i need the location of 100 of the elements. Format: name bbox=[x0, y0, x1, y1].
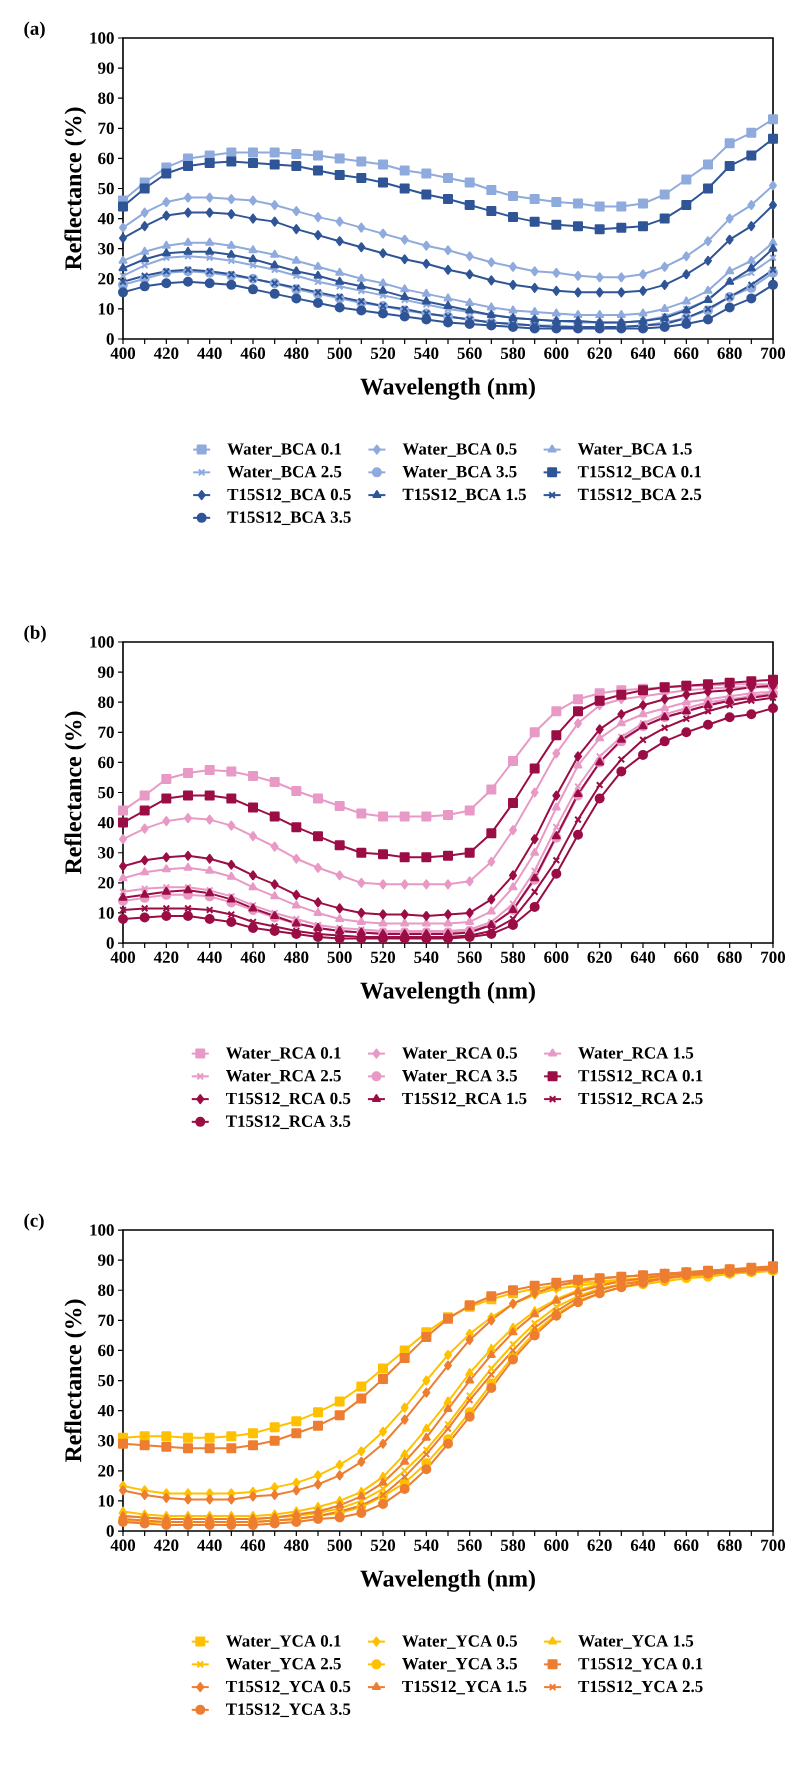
legend-label: Water_BCA 0.5 bbox=[402, 443, 517, 457]
chart-title: (c) bbox=[24, 1213, 44, 1231]
y-tick-label: 10 bbox=[98, 303, 114, 315]
y-tick-label: 100 bbox=[90, 1224, 114, 1236]
x-tick-label: 560 bbox=[457, 1539, 482, 1551]
x-tick-label: 420 bbox=[153, 347, 179, 359]
x-tick-label: 560 bbox=[457, 347, 482, 359]
legend-label: T15S12_YCA 1.5 bbox=[402, 1680, 527, 1695]
legend-label: T15S12_RCA 2.5 bbox=[578, 1092, 703, 1107]
x-tick-label: 540 bbox=[414, 1539, 439, 1551]
x-tick-label: 600 bbox=[544, 1539, 569, 1551]
legend-label: T15S12_RCA 0.5 bbox=[226, 1092, 351, 1107]
x-tick-label: 480 bbox=[283, 1539, 309, 1551]
legend-label: Water_BCA 3.5 bbox=[402, 465, 517, 480]
x-tick-label: 440 bbox=[197, 951, 222, 963]
x-tick-label: 520 bbox=[370, 1539, 396, 1551]
x-tick-label: 620 bbox=[587, 1539, 612, 1551]
y-tick-label: 90 bbox=[98, 62, 114, 74]
y-tick-label: 50 bbox=[98, 1374, 114, 1387]
x-axis-title: Wavelength (nm) bbox=[360, 1569, 535, 1592]
legend-label: T15S12_BCA 0.1 bbox=[577, 465, 701, 480]
x-tick-label: 680 bbox=[717, 347, 742, 359]
x-tick-label: 600 bbox=[544, 951, 569, 963]
y-tick-label: 20 bbox=[98, 273, 114, 285]
chart-title: (b) bbox=[24, 625, 46, 643]
y-tick-label: 20 bbox=[98, 1465, 114, 1477]
x-tick-label: 460 bbox=[240, 951, 266, 963]
legend-label: Water_BCA 2.5 bbox=[227, 465, 342, 480]
y-tick-label: 0 bbox=[106, 333, 114, 345]
legend-label: Water_BCA 0.1 bbox=[227, 443, 342, 457]
x-tick-label: 500 bbox=[327, 951, 352, 963]
y-tick-label: 60 bbox=[98, 152, 114, 165]
legend-label: Water_RCA 2.5 bbox=[226, 1070, 341, 1084]
x-tick-label: 540 bbox=[414, 951, 439, 963]
x-tick-label: 620 bbox=[587, 951, 612, 963]
legend-label: Water_RCA 3.5 bbox=[402, 1070, 517, 1084]
x-tick-label: 580 bbox=[500, 1539, 526, 1551]
x-tick-label: 420 bbox=[153, 951, 179, 963]
x-tick-label: 480 bbox=[283, 347, 309, 359]
legend-label: T15S12_RCA 3.5 bbox=[226, 1115, 351, 1130]
y-tick-label: 100 bbox=[90, 32, 114, 44]
x-tick-label: 640 bbox=[630, 951, 656, 963]
y-tick-label: 30 bbox=[98, 243, 114, 255]
x-tick-label: 520 bbox=[370, 347, 396, 359]
y-tick-label: 0 bbox=[106, 1525, 114, 1537]
x-tick-label: 460 bbox=[240, 347, 266, 359]
y-tick-label: 70 bbox=[98, 122, 114, 135]
legend-label: T15S12_BCA 1.5 bbox=[402, 488, 526, 503]
x-tick-label: 420 bbox=[153, 1539, 179, 1551]
legend-label: Water_RCA 0.1 bbox=[226, 1047, 341, 1061]
x-tick-label: 660 bbox=[674, 951, 699, 963]
x-tick-label: 660 bbox=[674, 347, 699, 359]
x-tick-label: 480 bbox=[283, 951, 309, 963]
y-tick-label: 80 bbox=[98, 92, 114, 104]
legend-label: Water_YCA 0.5 bbox=[402, 1635, 517, 1649]
x-tick-label: 700 bbox=[761, 1539, 786, 1551]
x-tick-label: 460 bbox=[240, 1539, 266, 1551]
legend-label: Water_YCA 2.5 bbox=[226, 1658, 341, 1672]
legend-label: T15S12_BCA 2.5 bbox=[577, 488, 702, 503]
legend-label: T15S12_YCA 3.5 bbox=[226, 1703, 351, 1718]
x-axis-title: Wavelength (nm) bbox=[360, 377, 535, 400]
legend-label: Water_BCA 1.5 bbox=[577, 443, 692, 457]
x-tick-label: 520 bbox=[370, 951, 396, 963]
y-tick-label: 10 bbox=[98, 1495, 114, 1507]
legend-label: T15S12_YCA 0.1 bbox=[578, 1657, 703, 1672]
y-tick-label: 60 bbox=[98, 756, 114, 769]
y-tick-label: 60 bbox=[98, 1344, 114, 1357]
y-tick-label: 100 bbox=[90, 636, 114, 648]
y-tick-label: 70 bbox=[98, 726, 114, 739]
x-tick-label: 700 bbox=[761, 347, 786, 359]
legend-label: T15S12_BCA 3.5 bbox=[227, 511, 351, 526]
y-tick-label: 90 bbox=[98, 666, 114, 678]
y-tick-label: 30 bbox=[98, 847, 114, 859]
x-tick-label: 640 bbox=[630, 347, 656, 359]
y-axis-title: Reflectance (%) bbox=[64, 1299, 87, 1463]
x-tick-label: 500 bbox=[327, 347, 352, 359]
y-axis-title: Reflectance (%) bbox=[64, 711, 87, 875]
x-tick-label: 400 bbox=[110, 1539, 136, 1551]
x-tick-label: 580 bbox=[500, 951, 526, 963]
y-tick-label: 10 bbox=[98, 907, 114, 919]
legend-label: Water_RCA 1.5 bbox=[578, 1047, 694, 1061]
x-tick-label: 540 bbox=[414, 347, 439, 359]
legend-label: T15S12_YCA 0.5 bbox=[226, 1680, 351, 1695]
x-tick-label: 560 bbox=[457, 951, 482, 963]
x-tick-label: 500 bbox=[327, 1539, 352, 1551]
y-tick-label: 40 bbox=[97, 816, 114, 829]
y-tick-label: 50 bbox=[98, 786, 114, 799]
legend-label: Water_YCA 0.1 bbox=[226, 1635, 341, 1649]
y-tick-label: 30 bbox=[98, 1435, 114, 1447]
x-tick-label: 400 bbox=[110, 347, 136, 359]
x-tick-label: 440 bbox=[197, 1539, 222, 1551]
x-axis-title: Wavelength (nm) bbox=[360, 981, 535, 1004]
y-tick-label: 70 bbox=[98, 1314, 114, 1327]
legend-label: T15S12_BCA 0.5 bbox=[227, 488, 351, 503]
y-tick-label: 50 bbox=[98, 182, 114, 195]
legend-label: Water_RCA 0.5 bbox=[402, 1047, 517, 1061]
x-tick-label: 620 bbox=[587, 347, 612, 359]
x-tick-label: 440 bbox=[197, 347, 222, 359]
x-tick-label: 700 bbox=[761, 951, 786, 963]
y-tick-label: 80 bbox=[98, 1284, 114, 1296]
